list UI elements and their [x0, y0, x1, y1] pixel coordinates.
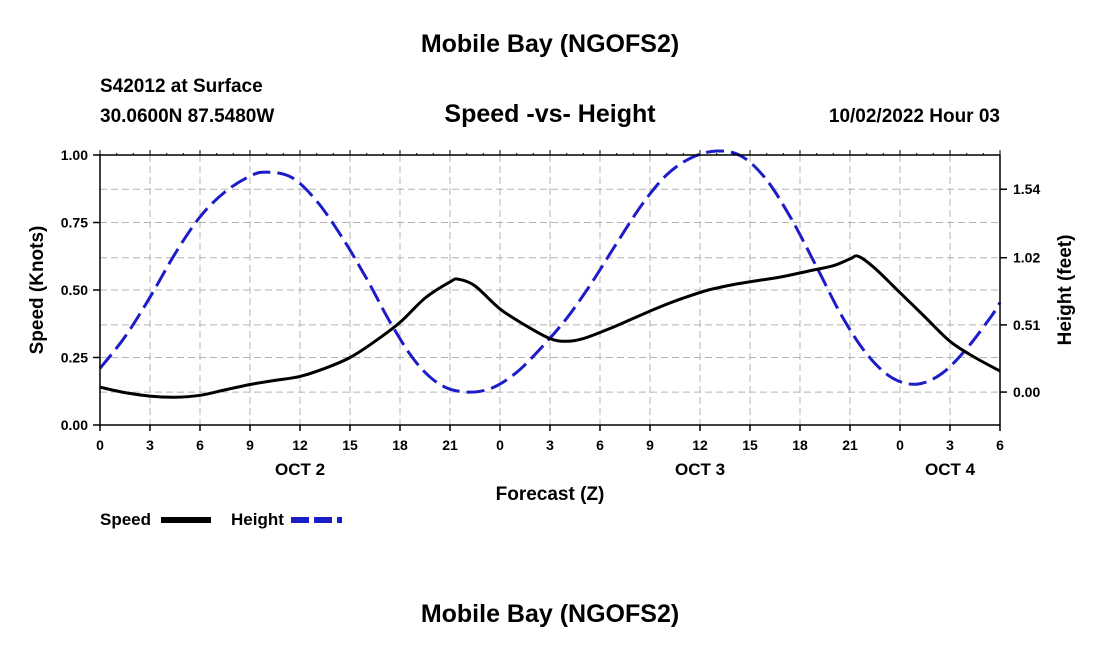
y-right-tick-label: 0.00	[1013, 384, 1040, 400]
date-label: OCT 2	[275, 460, 325, 479]
axis-layer: 0 3 6 9 12 15 18 21 0 3 6 9 12 15 18 21 0 3 6 OCT 2 OCT 3 OCT…	[61, 147, 1041, 479]
x-tick-label: 6	[196, 437, 204, 453]
page-title: Mobile Bay (NGOFS2)	[420, 30, 680, 58]
y-axis-left-label: Speed (Knots)	[27, 226, 48, 355]
y-axis-right-label: Height (feet)	[1055, 235, 1076, 346]
x-tick-label: 21	[442, 437, 458, 453]
station-coordinates: 30.0600N 87.5480W	[100, 106, 275, 127]
x-tick-label: 6	[596, 437, 604, 453]
legend-label-height: Height	[231, 510, 284, 529]
x-tick-label: 0	[896, 437, 904, 453]
y-left-tick-label: 0.50	[61, 282, 88, 298]
x-tick-label: 0	[496, 437, 504, 453]
x-tick-label: 6	[996, 437, 1004, 453]
legend: Speed Height	[100, 510, 342, 529]
y-right-tick-label: 0.51	[1013, 317, 1040, 333]
grid-layer	[100, 155, 1000, 425]
x-tick-label: 9	[246, 437, 254, 453]
x-tick-label: 3	[146, 437, 154, 453]
station-name: S42012 at Surface	[100, 76, 263, 97]
forecast-timestamp: 10/02/2022 Hour 03	[828, 106, 1000, 127]
y-left-tick-label: 0.75	[61, 215, 88, 231]
x-tick-label: 3	[546, 437, 554, 453]
footer-title: Mobile Bay (NGOFS2)	[420, 600, 680, 628]
x-tick-label: 18	[392, 437, 408, 453]
y-right-tick-label: 1.54	[1013, 181, 1040, 197]
series-line-height	[98, 149, 1002, 394]
y-left-tick-label: 1.00	[61, 147, 88, 163]
x-tick-label: 15	[742, 437, 758, 453]
x-tick-label: 12	[692, 437, 708, 453]
chart-subtitle: Speed -vs- Height	[444, 100, 656, 128]
x-tick-label: 0	[96, 437, 104, 453]
legend-label-speed: Speed	[100, 510, 151, 529]
x-tick-label: 12	[292, 437, 308, 453]
series-line-speed	[99, 254, 1001, 399]
series-layer	[98, 149, 1002, 399]
x-tick-label: 15	[342, 437, 358, 453]
x-tick-label: 9	[646, 437, 654, 453]
x-tick-label: 18	[792, 437, 808, 453]
date-label: OCT 3	[675, 460, 725, 479]
date-label: OCT 4	[925, 460, 976, 479]
y-right-tick-label: 1.02	[1013, 250, 1040, 266]
x-tick-label: 3	[946, 437, 954, 453]
x-axis-label: Forecast (Z)	[496, 484, 605, 505]
x-tick-label: 21	[842, 437, 858, 453]
y-left-tick-label: 0.25	[61, 350, 88, 366]
y-left-tick-label: 0.00	[61, 417, 88, 433]
